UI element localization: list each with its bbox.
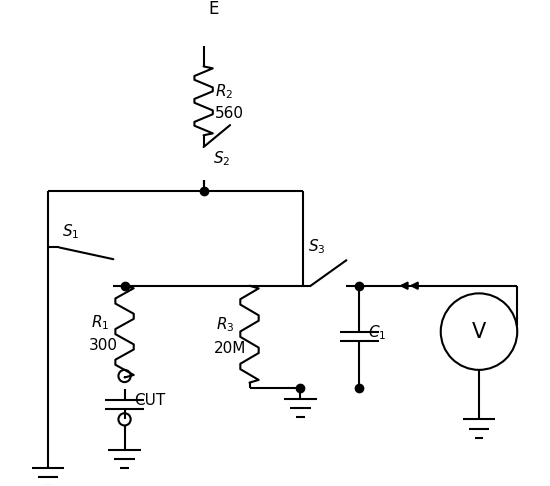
Text: $S_3$: $S_3$ xyxy=(308,238,326,256)
Text: $R_3$: $R_3$ xyxy=(216,315,235,334)
Text: $C_1$: $C_1$ xyxy=(368,323,387,342)
Text: 560: 560 xyxy=(215,106,244,121)
Text: $S_2$: $S_2$ xyxy=(213,149,230,168)
Text: V: V xyxy=(472,322,486,342)
Text: 300: 300 xyxy=(89,338,118,353)
Text: $R_2$: $R_2$ xyxy=(215,82,233,101)
Text: $R_1$: $R_1$ xyxy=(91,313,109,332)
Text: 20M: 20M xyxy=(214,341,246,356)
Text: E: E xyxy=(208,0,219,18)
Text: $S_1$: $S_1$ xyxy=(62,223,80,242)
Text: CUT: CUT xyxy=(134,393,165,408)
